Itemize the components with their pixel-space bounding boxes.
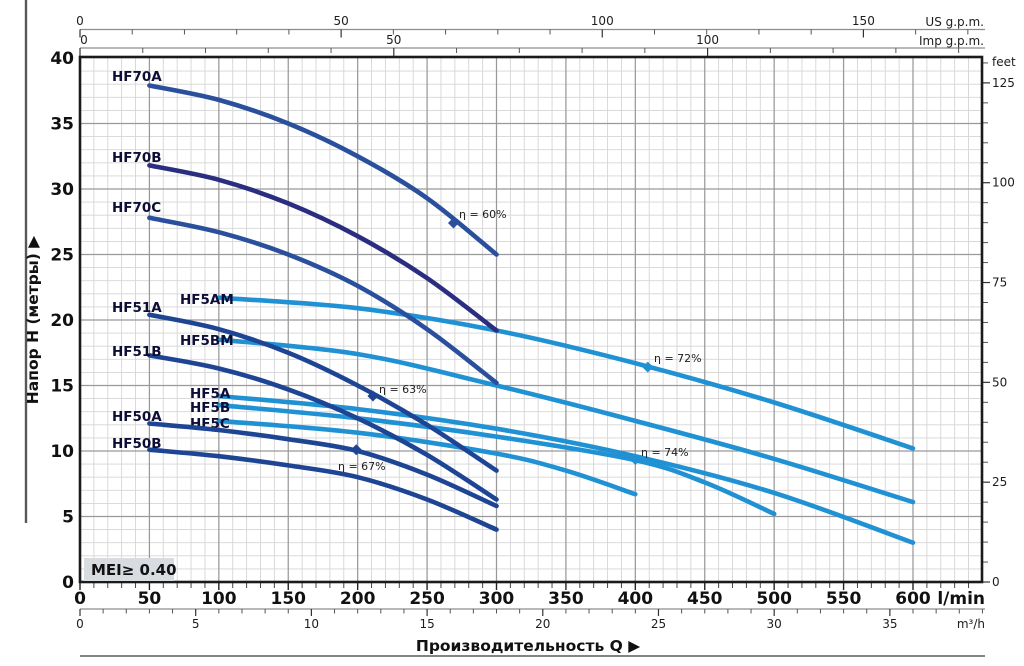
lmin-tick-label: 100 xyxy=(201,589,237,609)
feet-unit-label: feet xyxy=(992,55,1016,69)
plot-frame xyxy=(78,55,984,584)
efficiency-label: η = 67% xyxy=(338,460,386,473)
imp-gpm-tick-label: 100 xyxy=(696,33,719,47)
curve-hf51b xyxy=(147,353,499,502)
lmin-tick-label: 250 xyxy=(409,589,445,609)
curve-label-hf5am: HF5AM xyxy=(180,292,234,308)
efficiency-label: η = 60% xyxy=(459,208,507,221)
curve-hf5c xyxy=(216,418,638,497)
x-axis-title: Производительность Q ▶ xyxy=(416,637,640,655)
imp-gpm-tick-label: 0 xyxy=(80,33,88,47)
efficiency-label: η = 63% xyxy=(379,383,427,396)
m3h-unit-label: m³/h xyxy=(957,617,985,631)
m3h-tick-label: 0 xyxy=(76,617,84,631)
lmin-tick-label: 200 xyxy=(340,589,376,609)
feet-tick-label: 125 xyxy=(992,76,1015,90)
m3h-tick-label: 20 xyxy=(535,617,550,631)
feet-tick-label: 50 xyxy=(992,375,1007,389)
curve-label-hf50b: HF50B xyxy=(112,436,162,452)
lmin-tick-label: 50 xyxy=(138,589,162,609)
lmin-unit-label: l/min xyxy=(937,589,985,609)
curve-label-hf70a: HF70A xyxy=(112,69,162,85)
curve-hf50b xyxy=(147,447,499,532)
meters-tick-label: 30 xyxy=(50,180,74,200)
pump-curves: HF5AMHF5BMHF5AHF5BHF5CHF70AHF70BHF70CHF5… xyxy=(112,69,916,545)
curve-hf70b xyxy=(147,163,499,333)
grid xyxy=(80,57,982,582)
curve-label-hf70c: HF70C xyxy=(112,200,161,216)
m3h-tick-label: 25 xyxy=(651,617,666,631)
efficiency-marker xyxy=(629,454,641,466)
feet-tick-label: 75 xyxy=(992,276,1007,290)
lmin-tick-label: 300 xyxy=(479,589,515,609)
efficiency-label: η = 72% xyxy=(654,352,702,365)
curve-hf5am xyxy=(216,295,916,451)
us-gpm-unit-label: US g.p.m. xyxy=(925,15,984,29)
curve-label-hf5a: HF5A xyxy=(190,386,231,402)
lmin-tick-label: 400 xyxy=(618,589,654,609)
us-gpm-tick-label: 0 xyxy=(76,14,84,28)
m3h-tick-label: 30 xyxy=(767,617,782,631)
m3h-tick-label: 35 xyxy=(882,617,897,631)
curve-label-hf5b: HF5B xyxy=(190,400,230,416)
y-axis-title: Напор H (метры) ▶ xyxy=(24,236,42,404)
curve-hf50a xyxy=(147,421,499,509)
curve-label-hf51b: HF51B xyxy=(112,344,162,360)
curve-hf51a xyxy=(147,312,499,473)
m3h-tick-label: 15 xyxy=(419,617,434,631)
efficiency-markers: η = 60% η = 72% η = 63% η = 74% η = 67% xyxy=(338,208,702,473)
curve-hf5b xyxy=(216,402,777,517)
lmin-tick-label: 600 xyxy=(895,589,931,609)
curve-hf70a xyxy=(147,83,499,257)
lmin-tick-label: 550 xyxy=(826,589,862,609)
meters-tick-label: 0 xyxy=(62,573,74,593)
curve-label-hf5bm: HF5BM xyxy=(180,333,234,349)
efficiency-marker xyxy=(447,217,459,229)
lmin-tick-label: 150 xyxy=(270,589,306,609)
imp-gpm-unit-label: Imp g.p.m. xyxy=(919,34,984,48)
curve-label-hf51a: HF51A xyxy=(112,300,162,316)
feet-tick-label: 0 xyxy=(992,575,1000,589)
curve-hf5a xyxy=(216,393,916,545)
efficiency-marker xyxy=(367,390,379,402)
meters-tick-label: 35 xyxy=(50,115,74,135)
efficiency-marker xyxy=(642,361,654,373)
lmin-tick-label: 350 xyxy=(548,589,584,609)
us-gpm-tick-label: 150 xyxy=(852,14,875,28)
m3h-tick-label: 5 xyxy=(192,617,200,631)
curve-hf5bm xyxy=(216,337,916,505)
imp-gpm-tick-label: 50 xyxy=(386,33,401,47)
us-gpm-tick-label: 50 xyxy=(333,14,348,28)
feet-tick-label: 25 xyxy=(992,475,1007,489)
us-gpm-tick-label: 100 xyxy=(591,14,614,28)
meters-tick-label: 5 xyxy=(62,508,74,528)
efficiency-marker xyxy=(350,444,362,456)
meters-tick-label: 10 xyxy=(50,442,74,462)
curve-label-hf70b: HF70B xyxy=(112,150,162,166)
feet-tick-label: 100 xyxy=(992,176,1015,190)
meters-tick-label: 25 xyxy=(50,246,74,266)
lmin-tick-label: 500 xyxy=(756,589,792,609)
mei-badge-background xyxy=(84,558,174,581)
m3h-tick-label: 10 xyxy=(304,617,319,631)
meters-tick-label: 15 xyxy=(50,377,74,397)
lmin-tick-label: 0 xyxy=(74,589,86,609)
mei-badge-label: MEI≥ 0.40 xyxy=(91,561,177,579)
meters-tick-label: 40 xyxy=(50,49,74,69)
efficiency-label: η = 74% xyxy=(641,446,689,459)
lmin-tick-label: 450 xyxy=(687,589,723,609)
curve-label-hf50a: HF50A xyxy=(112,409,162,425)
curve-hf70c xyxy=(147,215,499,386)
meters-tick-label: 20 xyxy=(50,311,74,331)
